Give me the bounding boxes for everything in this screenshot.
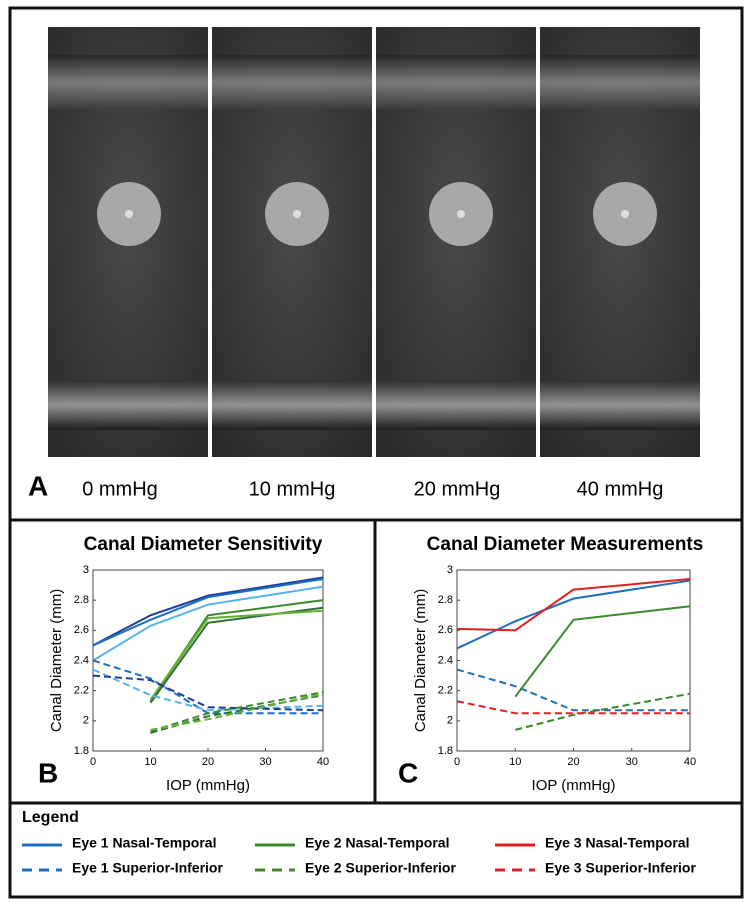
y-axis-label: Canal Diameter (mm) [48, 589, 65, 732]
image-caption: 10 mmHg [249, 478, 336, 500]
x-tick-label: 30 [626, 756, 638, 768]
scan-image [376, 27, 540, 457]
canal-center [293, 210, 301, 218]
y-tick-label: 2.2 [74, 685, 89, 697]
scan-top [48, 55, 208, 110]
series-line [92, 668, 324, 712]
y-tick-label: 2.4 [438, 654, 453, 666]
x-axis-label: IOP (mmHg) [166, 777, 250, 794]
line-chart: Canal Diameter Measurements C IOP (mmHg) Ca… [398, 534, 703, 794]
panel-label: B [38, 757, 58, 788]
y-tick-label: 2.4 [74, 654, 89, 666]
y-tick-label: 2.6 [74, 624, 89, 636]
series-line [514, 692, 691, 731]
scan-image [540, 27, 704, 457]
series-line [149, 609, 324, 701]
x-tick-label: 0 [454, 756, 460, 768]
series-line [150, 692, 324, 731]
outer-frame [8, 6, 744, 899]
scan-bottom [48, 380, 208, 430]
y-tick-label: 2.6 [438, 624, 453, 636]
y-tick-label: 2.8 [74, 594, 89, 606]
line-chart: Canal Diameter Sensitivity B IOP (mmHg) Can… [38, 534, 329, 794]
x-tick-label: 40 [317, 756, 329, 768]
x-tick-label: 40 [684, 756, 696, 768]
canal-center [621, 210, 629, 218]
scan-bottom [376, 380, 536, 430]
x-tick-label: 0 [90, 756, 96, 768]
y-tick-label: 1.8 [74, 745, 89, 757]
image-caption: 0 mmHg [82, 478, 158, 500]
legend: Legend Eye 1 Nasal-Temporal Eye 1 Superio… [22, 809, 696, 876]
y-tick-label: 2 [83, 715, 89, 727]
legend-label: Eye 1 Superior-Inferior [72, 860, 223, 876]
scan-image [212, 27, 376, 457]
series-line [149, 606, 324, 704]
y-axis-label: Canal Diameter (mm) [412, 589, 429, 732]
legend-label: Eye 2 Nasal-Temporal [305, 835, 449, 851]
series-line [92, 576, 324, 647]
canal-center [125, 210, 133, 218]
x-tick-label: 20 [202, 756, 214, 768]
chart-title: Canal Diameter Sensitivity [84, 534, 323, 555]
x-axis-label: IOP (mmHg) [532, 777, 616, 794]
y-tick-label: 2 [447, 715, 453, 727]
legend-label: Eye 3 Superior-Inferior [545, 860, 696, 876]
chart-title: Canal Diameter Measurements [427, 534, 704, 555]
series-line [92, 674, 324, 712]
legend-label: Eye 1 Nasal-Temporal [72, 835, 216, 851]
series-line [92, 578, 324, 647]
scan-image [48, 27, 212, 457]
series-line [456, 668, 690, 712]
legend-title: Legend [22, 809, 79, 826]
x-tick-label: 10 [144, 756, 156, 768]
series-line [514, 605, 691, 698]
image-caption: 40 mmHg [577, 478, 664, 500]
series-line [456, 700, 690, 715]
scan-top [376, 55, 536, 110]
y-tick-label: 3 [447, 564, 453, 576]
image-caption: 20 mmHg [414, 478, 501, 500]
panel-label: C [398, 757, 418, 788]
y-tick-label: 1.8 [438, 745, 453, 757]
legend-label: Eye 3 Nasal-Temporal [545, 835, 689, 851]
scan-images [48, 27, 704, 457]
scan-bottom [212, 380, 372, 430]
x-tick-label: 20 [567, 756, 579, 768]
y-tick-label: 2.2 [438, 685, 453, 697]
scan-top [540, 55, 700, 110]
x-tick-label: 30 [259, 756, 271, 768]
y-tick-label: 2.8 [438, 594, 453, 606]
panel-label: A [28, 470, 48, 501]
scan-top [212, 55, 372, 110]
series-line [92, 659, 323, 715]
series-line [150, 691, 324, 733]
x-tick-label: 10 [509, 756, 521, 768]
series-line [92, 585, 324, 662]
series-line [456, 578, 691, 632]
scan-bottom [540, 380, 700, 430]
y-tick-label: 3 [83, 564, 89, 576]
plot-area [456, 569, 691, 752]
legend-label: Eye 2 Superior-Inferior [305, 860, 456, 876]
canal-center [457, 210, 465, 218]
